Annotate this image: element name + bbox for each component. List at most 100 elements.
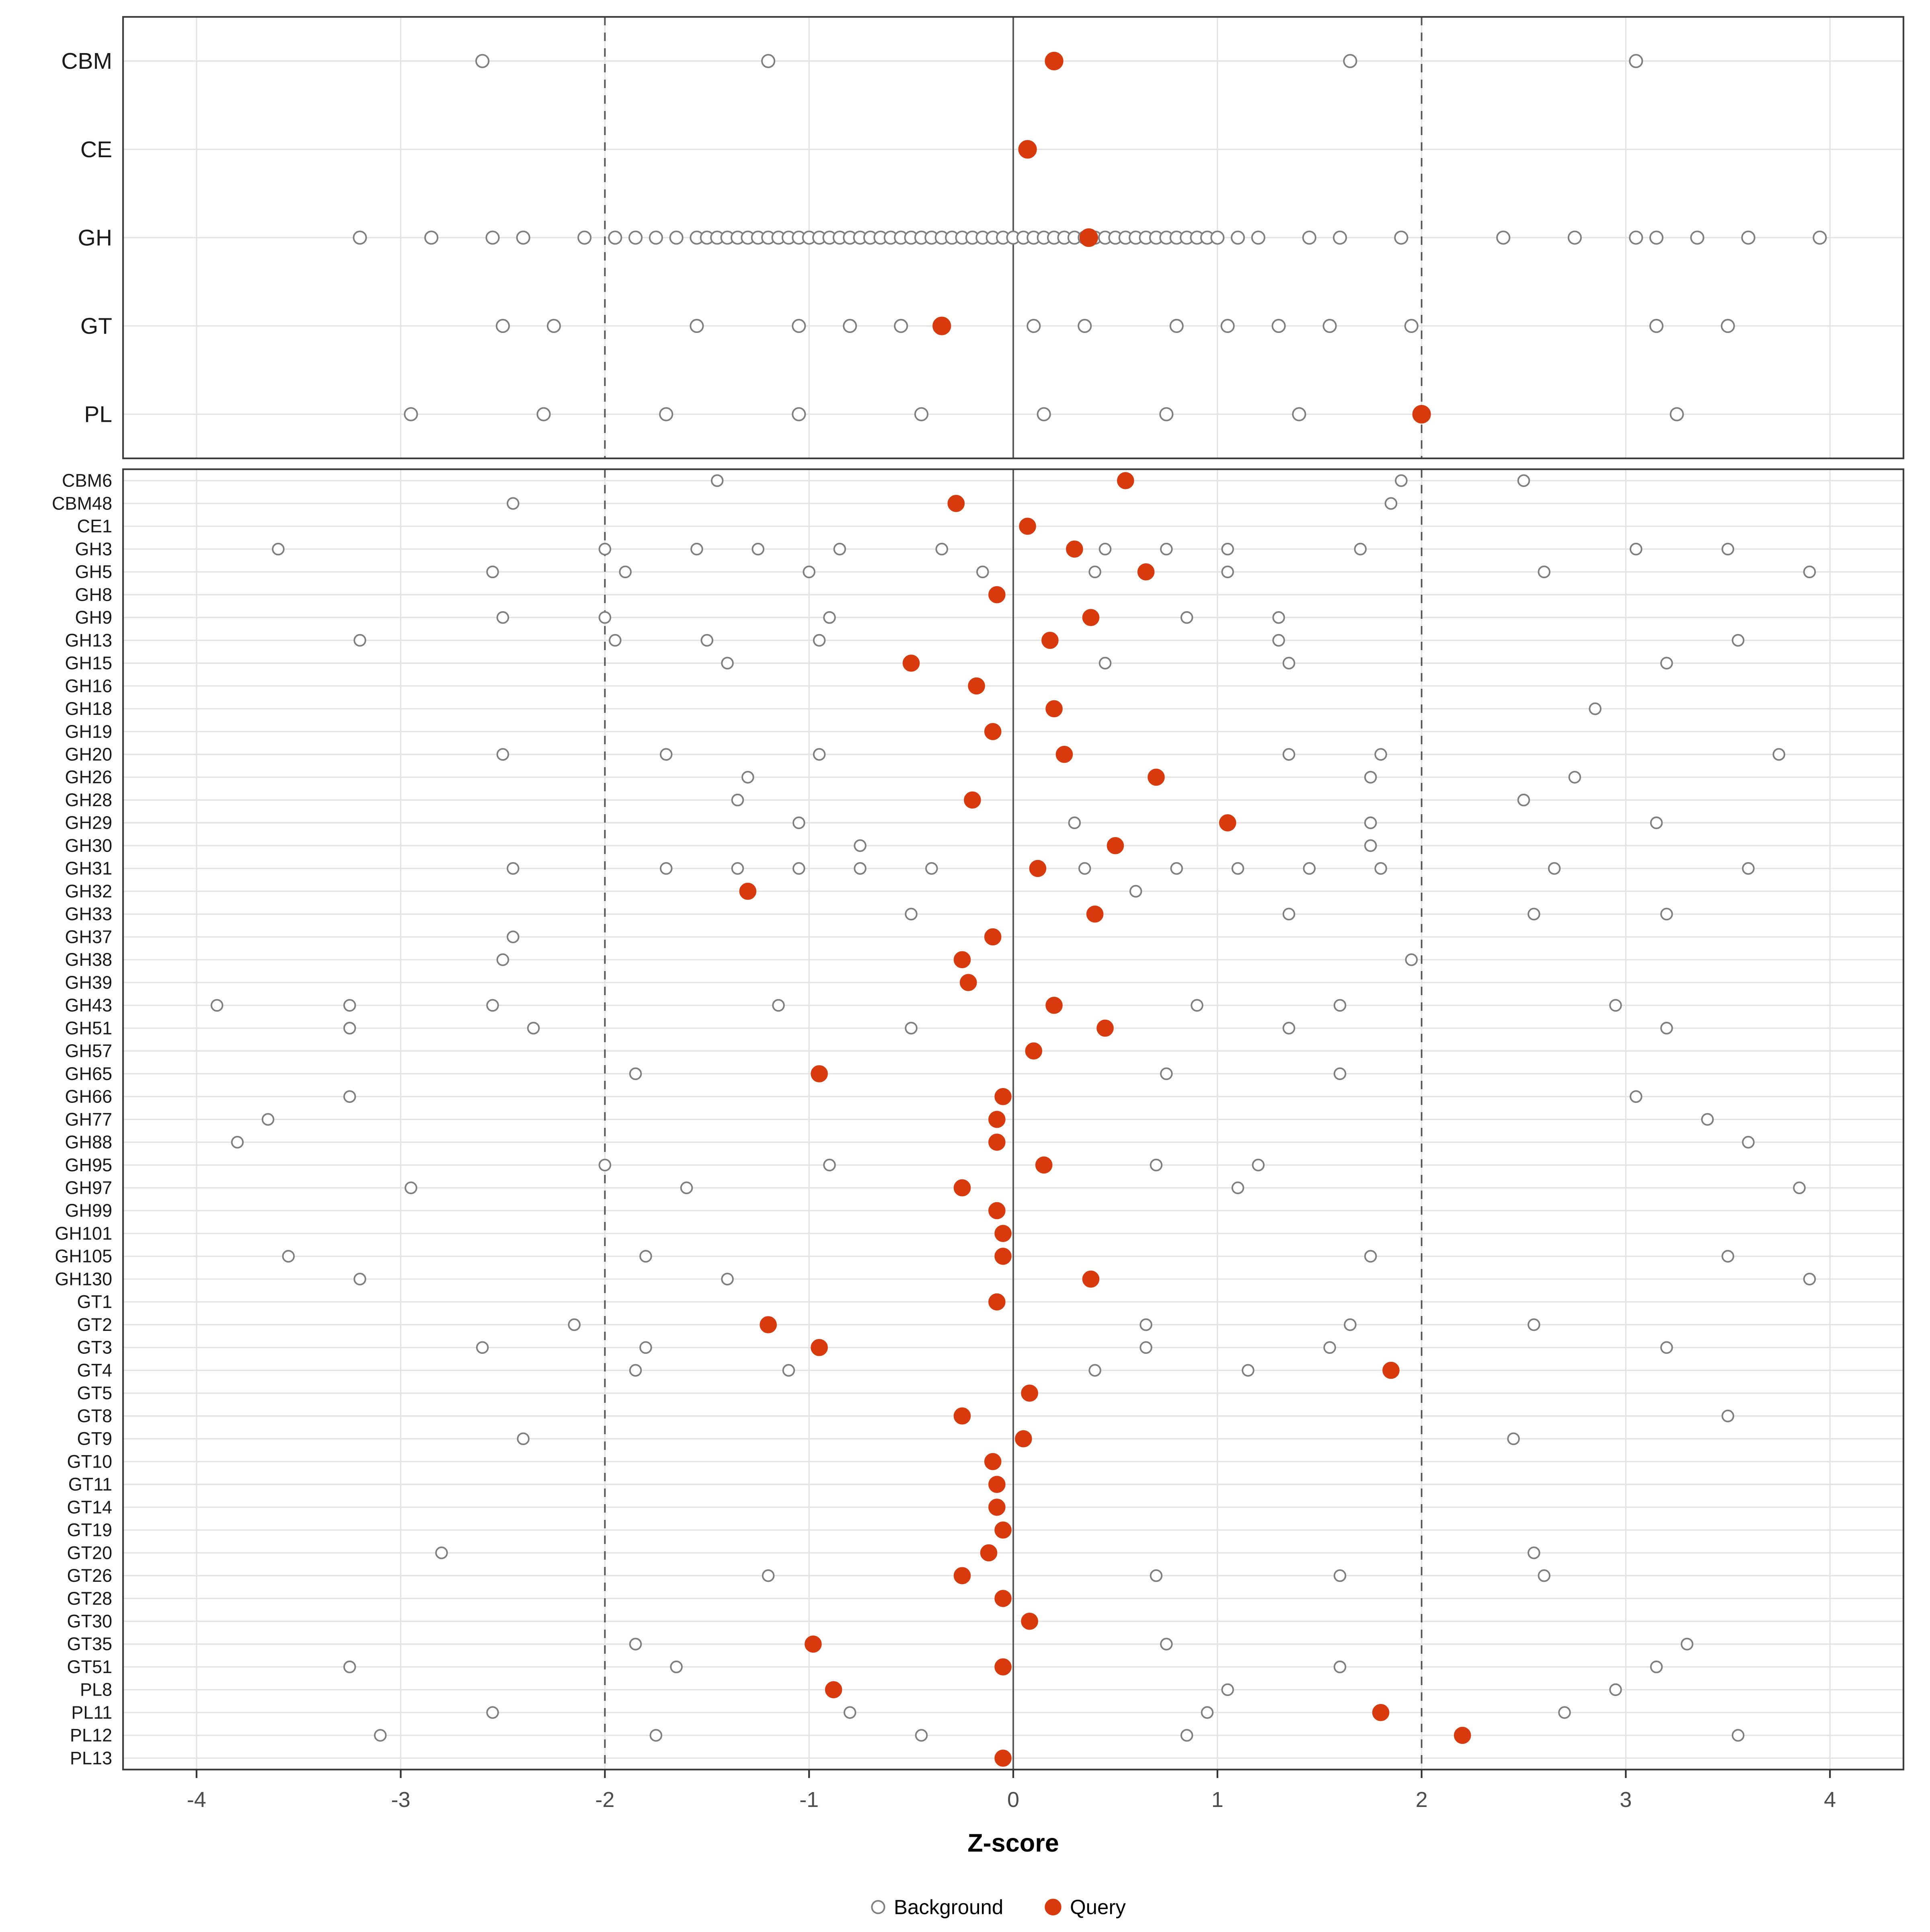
background-point <box>629 1067 642 1080</box>
row-label: GT4 <box>77 1360 112 1380</box>
background-point <box>629 1364 642 1377</box>
background-point <box>690 542 703 556</box>
background-point <box>1650 1660 1663 1673</box>
background-point <box>1589 702 1601 715</box>
row-label: GH97 <box>65 1178 112 1198</box>
background-point <box>496 748 509 761</box>
background-point <box>844 1706 856 1719</box>
background-point <box>1742 862 1755 875</box>
background-point <box>1160 1638 1173 1651</box>
row-label: PL <box>84 402 112 427</box>
background-point <box>210 999 224 1012</box>
background-point <box>1731 634 1745 647</box>
background-point <box>608 230 622 245</box>
background-point <box>1191 999 1203 1012</box>
legend-background-swatch-icon <box>871 1900 885 1914</box>
row-label: GT19 <box>67 1520 112 1540</box>
row-label: GH43 <box>65 995 112 1016</box>
background-point <box>1538 1569 1551 1582</box>
row-label: GH65 <box>65 1064 112 1084</box>
query-point <box>811 1065 828 1082</box>
background-point <box>1344 1318 1357 1331</box>
row-label: GT28 <box>67 1588 112 1609</box>
background-point <box>619 565 632 579</box>
query-point <box>1117 472 1134 489</box>
row-label: GH13 <box>65 630 112 651</box>
background-point <box>1078 319 1092 333</box>
background-point <box>1384 497 1398 510</box>
background-point <box>1160 542 1173 556</box>
background-point <box>1404 319 1419 333</box>
background-point <box>1660 1022 1673 1035</box>
background-point <box>1567 230 1582 245</box>
background-point <box>424 230 439 245</box>
background-point <box>343 1660 356 1673</box>
background-point <box>925 862 938 875</box>
row-label: PL11 <box>71 1702 112 1723</box>
row-label: PL8 <box>80 1679 112 1700</box>
query-point <box>1219 814 1236 832</box>
query-point <box>988 586 1006 604</box>
background-point <box>1669 407 1684 421</box>
background-point <box>475 54 490 68</box>
background-point <box>700 634 714 647</box>
query-point <box>994 1749 1012 1767</box>
row-label: GT3 <box>77 1337 112 1358</box>
background-point <box>404 1181 417 1194</box>
background-point <box>1649 319 1664 333</box>
background-point <box>1517 793 1530 807</box>
query-point <box>1079 228 1098 247</box>
query-point <box>994 1088 1012 1105</box>
background-point <box>793 862 805 875</box>
query-point <box>739 883 757 900</box>
background-point <box>813 634 826 647</box>
background-point <box>1221 1683 1234 1696</box>
legend: Background Query <box>871 1895 1126 1918</box>
background-point <box>536 407 551 421</box>
background-point <box>803 565 815 579</box>
row-label: GT10 <box>67 1451 112 1472</box>
query-point <box>988 1202 1006 1220</box>
background-point <box>495 319 510 333</box>
row-label: GH26 <box>65 767 112 787</box>
background-point <box>1793 1181 1806 1194</box>
background-point <box>1088 565 1101 579</box>
background-point <box>1027 319 1041 333</box>
background-point <box>496 611 509 624</box>
background-point <box>1741 230 1755 245</box>
row-label: GT20 <box>67 1542 112 1563</box>
background-point <box>1813 230 1827 245</box>
background-point <box>1292 407 1306 421</box>
background-point <box>659 748 673 761</box>
background-point <box>1721 319 1735 333</box>
background-point <box>782 1364 795 1377</box>
row-label: GH99 <box>65 1200 112 1221</box>
background-point <box>1242 1364 1254 1377</box>
row-label: GT26 <box>67 1565 112 1586</box>
query-point <box>1045 51 1064 70</box>
query-point <box>1021 1612 1038 1630</box>
query-point <box>994 1521 1012 1539</box>
x-axis: -4 -3 -2 -1 0 1 2 3 4 Z-score <box>187 1770 1836 1857</box>
background-point <box>343 1090 356 1103</box>
background-point <box>761 54 776 68</box>
background-point <box>1282 907 1296 921</box>
query-point <box>1382 1361 1400 1379</box>
query-point <box>1025 1042 1043 1060</box>
query-point <box>1029 860 1047 877</box>
query-point <box>980 1544 998 1562</box>
background-point <box>914 407 929 421</box>
background-point <box>496 953 509 966</box>
background-point <box>639 1250 652 1263</box>
background-point <box>1140 1318 1152 1331</box>
background-point <box>976 565 989 579</box>
background-point <box>546 319 561 333</box>
background-point <box>598 611 612 624</box>
background-point <box>1660 1341 1673 1354</box>
row-label: GH8 <box>75 584 112 605</box>
background-point <box>598 1158 612 1172</box>
background-point <box>1405 953 1418 966</box>
background-point <box>1354 542 1367 556</box>
row-label: GH <box>78 225 113 250</box>
